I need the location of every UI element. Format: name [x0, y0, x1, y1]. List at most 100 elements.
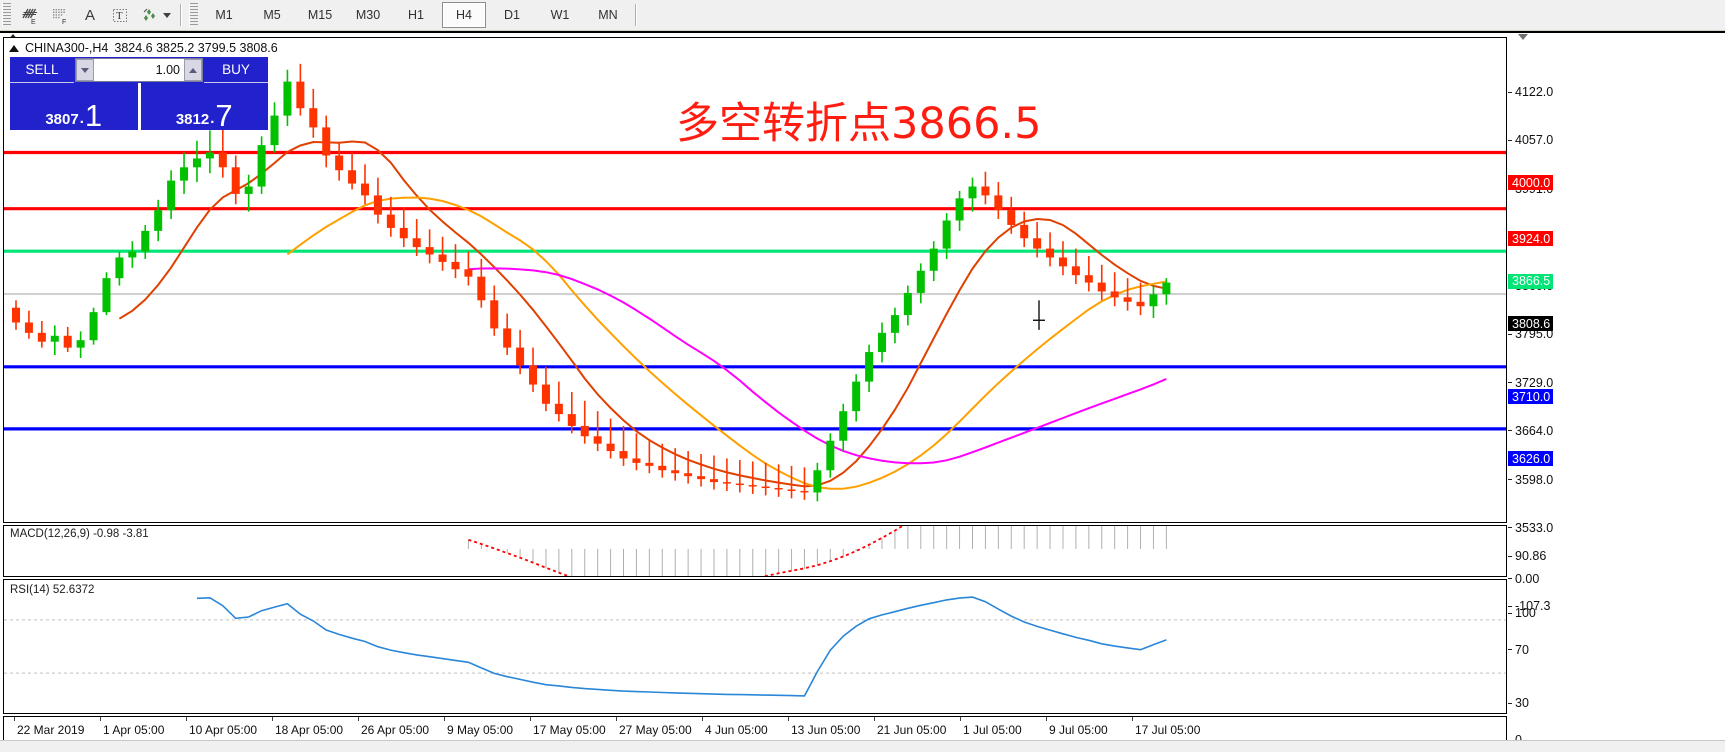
price-tick-3664-0: 3664.0 — [1508, 424, 1553, 438]
text-object-icon[interactable]: T — [106, 2, 134, 28]
timeframe-button-mn[interactable]: MN — [598, 8, 618, 22]
buy-price-separator: . — [210, 110, 215, 127]
tick-mark — [1508, 612, 1512, 614]
time-axis-label: 13 Jun 05:00 — [791, 723, 861, 737]
templates-icon[interactable] — [136, 2, 164, 28]
tick-mark — [1508, 578, 1512, 580]
timeframe-button-m1[interactable]: M1 — [215, 8, 233, 22]
chart-expand-marker[interactable] — [1518, 34, 1528, 40]
buy-button-label[interactable]: BUY — [204, 57, 268, 83]
rsi-tick-100: 100 — [1508, 606, 1536, 620]
rsi-scale: 10070300 — [1508, 606, 1725, 747]
time-tick-mark — [1132, 717, 1133, 721]
tick-label: 3664.0 — [1515, 423, 1554, 438]
price-level-tag-3710-0: 3710.0 — [1508, 389, 1554, 405]
tick-mark — [1508, 605, 1512, 607]
timeframe-button-d1[interactable]: D1 — [504, 8, 520, 22]
time-tick-mark — [616, 717, 617, 721]
sell-price-integer: 3807 — [45, 111, 79, 128]
last-price-tag: 3808.6 — [1508, 316, 1554, 332]
time-tick-mark — [702, 717, 703, 721]
price-tick-4057-0: 4057.0 — [1508, 133, 1553, 147]
timeframe-button-h4[interactable]: H4 — [442, 2, 486, 28]
chevron-down-icon[interactable] — [163, 12, 171, 18]
tick-label: 4122.0 — [1515, 85, 1554, 100]
time-tick-mark — [444, 717, 445, 721]
timeframe-button-m15[interactable]: M15 — [307, 8, 333, 22]
trade-panel-top-row: SELL 1.00 BUY — [10, 57, 268, 83]
time-tick-mark — [960, 717, 961, 721]
toolbar-divider-2 — [635, 4, 637, 26]
tick-label: 70 — [1515, 642, 1529, 657]
time-tick-mark — [530, 717, 531, 721]
price-tick-3598-0: 3598.0 — [1508, 473, 1553, 487]
rsi-pane[interactable]: RSI(14) 52.6372 — [3, 579, 1507, 714]
timeframe-button-w1[interactable]: W1 — [550, 8, 570, 22]
trade-panel-prices: 3807 . 1 3812 . 7 — [10, 83, 269, 131]
macd-tick-1: 0.00 — [1508, 572, 1539, 586]
timeframe-button-m30[interactable]: M30 — [355, 8, 381, 22]
time-axis-label: 26 Apr 05:00 — [361, 723, 430, 737]
tick-mark — [1508, 479, 1512, 481]
chevron-up-icon — [189, 67, 197, 73]
macd-chart-svg — [467, 526, 1167, 576]
symbol-ohlc-values: 3824.6 3825.2 3799.5 3808.6 — [114, 41, 278, 55]
macd-tick-2: -107.3 — [1508, 599, 1550, 613]
sell-price-button[interactable]: 3807 . 1 — [10, 83, 138, 130]
chevron-down-icon — [81, 67, 89, 73]
tick-label: 3729.0 — [1515, 375, 1554, 390]
time-axis-label: 17 Jul 05:00 — [1135, 723, 1201, 737]
chart-area: MACD(12,26,9) -0.98 -3.81 RSI(14) 52.637… — [0, 31, 1725, 752]
tick-label: 3533.0 — [1515, 520, 1554, 535]
sell-button-label[interactable]: SELL — [10, 57, 74, 83]
buy-price-integer: 3812 — [175, 111, 210, 128]
autoscroll-icon[interactable]: F — [46, 2, 74, 28]
time-tick-mark — [100, 717, 101, 721]
macd-scale: 90.86 0.00 -107.3 — [1508, 549, 1725, 613]
volume-stepper[interactable]: 1.00 — [75, 58, 203, 82]
price-tick-4122-0: 4122.0 — [1508, 85, 1553, 99]
price-scale[interactable]: 4122.04057.03991.03924.03860.03795.03729… — [1508, 68, 1725, 554]
tick-label: 4057.0 — [1515, 133, 1554, 148]
tick-mark — [1508, 555, 1512, 557]
status-strip — [0, 740, 1725, 752]
toolbar-grip[interactable] — [2, 3, 11, 27]
symbol-name: CHINA300-,H4 — [25, 41, 109, 55]
rsi-tick-30: 30 — [1508, 696, 1529, 710]
tick-mark — [1508, 139, 1512, 141]
tick-label: 0.00 — [1515, 571, 1540, 586]
volume-decrement-button[interactable] — [76, 59, 94, 81]
timeframe-button-h1[interactable]: H1 — [408, 8, 424, 22]
time-axis-label: 21 Jun 05:00 — [877, 723, 947, 737]
price-chart-svg — [4, 63, 1506, 502]
time-tick-mark — [1046, 717, 1047, 721]
volume-increment-button[interactable] — [184, 59, 202, 81]
time-axis-label: 17 May 05:00 — [533, 723, 606, 737]
time-tick-mark — [14, 717, 15, 721]
price-level-tag-3924-0: 3924.0 — [1508, 231, 1554, 247]
macd-pane[interactable]: MACD(12,26,9) -0.98 -3.81 — [3, 525, 1507, 577]
indicators-icon[interactable]: E — [16, 2, 44, 28]
timeframe-group-grip[interactable] — [189, 3, 198, 27]
one-click-trading-panel[interactable]: SELL 1.00 BUY 3807 . 1 — [10, 57, 269, 131]
tick-label: -107.3 — [1515, 599, 1551, 613]
triangle-up-icon — [9, 44, 19, 52]
chart-annotation-text: 多空转折点3866.5 — [676, 99, 1042, 149]
price-level-tag-4000-0: 4000.0 — [1508, 175, 1554, 191]
tick-mark — [1508, 702, 1512, 704]
svg-text:E: E — [31, 19, 36, 25]
tick-mark — [1508, 333, 1512, 335]
timeframe-button-m5[interactable]: M5 — [263, 8, 281, 22]
time-axis-label: 22 Mar 2019 — [17, 723, 85, 737]
svg-text:F: F — [62, 19, 66, 25]
volume-input[interactable]: 1.00 — [94, 63, 184, 77]
text-label-icon[interactable]: A — [84, 6, 95, 24]
rsi-indicator-label: RSI(14) 52.6372 — [10, 584, 95, 596]
sell-price-separator: . — [79, 110, 84, 127]
toolbar-divider — [180, 4, 182, 26]
tick-label: 3598.0 — [1515, 472, 1554, 487]
price-pane[interactable] — [3, 37, 1507, 523]
time-axis-label: 10 Apr 05:00 — [189, 723, 258, 737]
buy-price-button[interactable]: 3812 . 7 — [137, 83, 269, 131]
